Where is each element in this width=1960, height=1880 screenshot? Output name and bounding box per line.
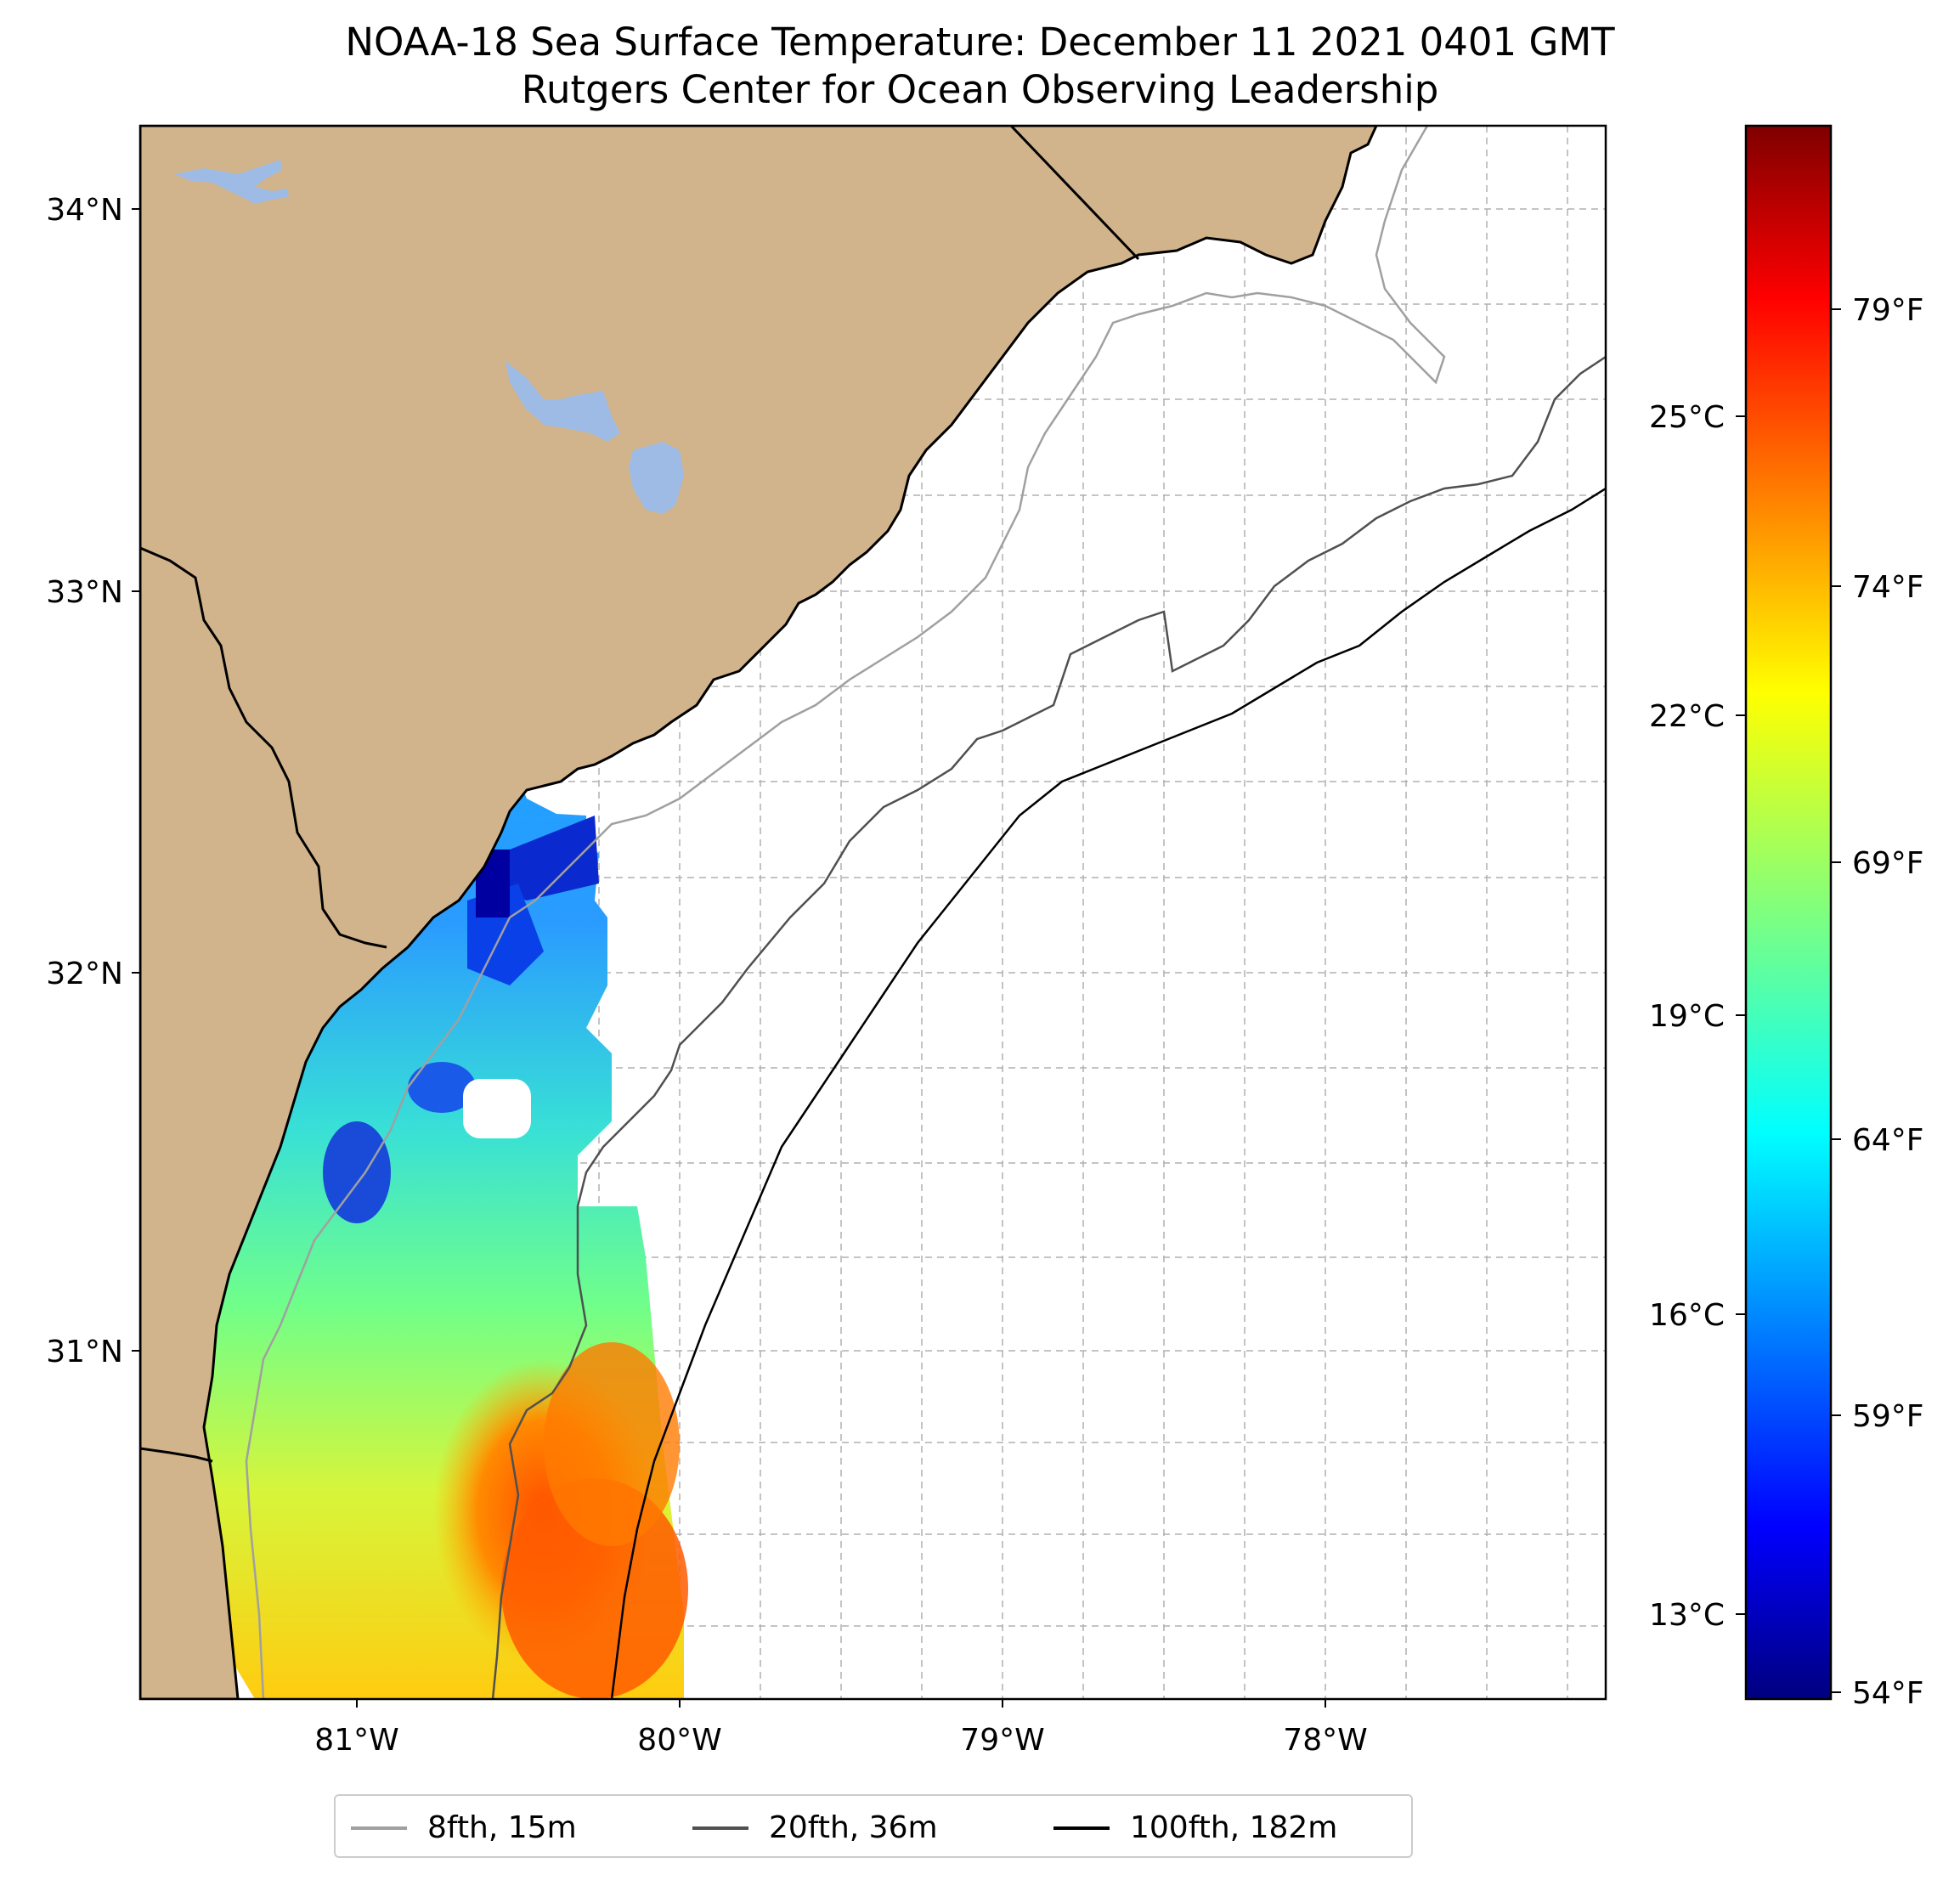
colorbar: 79°F 74°F 69°F 64°F 59°F 54°F 25°C 22°C … [1649, 124, 1924, 1711]
colorbar-c-label-16: 16°C [1649, 1298, 1725, 1333]
colorbar-c-label-25: 25°C [1649, 400, 1725, 435]
fl-ga-border [140, 1447, 213, 1463]
colorbar-f-label-54: 54°F [1852, 1676, 1924, 1711]
river-border [140, 546, 387, 949]
lat-label-33: 33°N [46, 575, 123, 610]
map-frame [138, 124, 1607, 1701]
legend-swatch-20fth [692, 1826, 748, 1830]
state-border [1009, 126, 1140, 261]
legend-label-100fth: 100fth, 182m [1130, 1810, 1338, 1845]
latitude-labels: 34°N 33°N 32°N 31°N [46, 193, 140, 1369]
colorbar-c-label-22: 22°C [1649, 699, 1725, 734]
legend-swatch-100fth [1053, 1826, 1110, 1830]
legend-swatch-8fth [351, 1826, 407, 1830]
lon-label-80: 80°W [637, 1723, 721, 1758]
isobath-20fth [491, 355, 1606, 1699]
lat-label-32: 32°N [46, 957, 123, 991]
colorbar-f-label-74: 74°F [1852, 570, 1924, 605]
colorbar-gradient [1744, 124, 1833, 1701]
sst-data-field [191, 663, 688, 1699]
colorbar-f-label-64: 64°F [1852, 1123, 1924, 1158]
lon-label-79: 79°W [960, 1723, 1044, 1758]
legend-item-8fth: 8fth, 15m [351, 1796, 577, 1860]
lat-label-34: 34°N [46, 193, 123, 228]
colorbar-f-label-79: 79°F [1852, 293, 1924, 328]
land-area [140, 126, 1378, 1699]
colorbar-f-label-69: 69°F [1852, 846, 1924, 881]
isobath-100fth [610, 487, 1606, 1699]
isobath-legend: 8fth, 15m 20fth, 36m 100fth, 182m [334, 1794, 1413, 1858]
colorbar-c-label-13: 13°C [1649, 1598, 1725, 1633]
legend-label-20fth: 20fth, 36m [769, 1810, 938, 1845]
lon-label-81: 81°W [314, 1723, 398, 1758]
colorbar-c-label-19: 19°C [1649, 999, 1725, 1034]
map-subtitle: Rutgers Center for Ocean Observing Leade… [521, 67, 1439, 112]
longitude-labels: 81°W 80°W 79°W 78°W [314, 1699, 1368, 1758]
colorbar-f-label-59: 59°F [1852, 1399, 1924, 1434]
lon-label-78: 78°W [1283, 1723, 1367, 1758]
lakes [174, 160, 684, 514]
legend-item-100fth: 100fth, 182m [1053, 1796, 1337, 1860]
lat-label-31: 31°N [46, 1335, 123, 1369]
legend-label-8fth: 8fth, 15m [427, 1810, 577, 1845]
legend-item-20fth: 20fth, 36m [692, 1796, 938, 1860]
map-title: NOAA-18 Sea Surface Temperature: Decembe… [345, 20, 1615, 65]
isobath-8fth [245, 126, 1446, 1699]
